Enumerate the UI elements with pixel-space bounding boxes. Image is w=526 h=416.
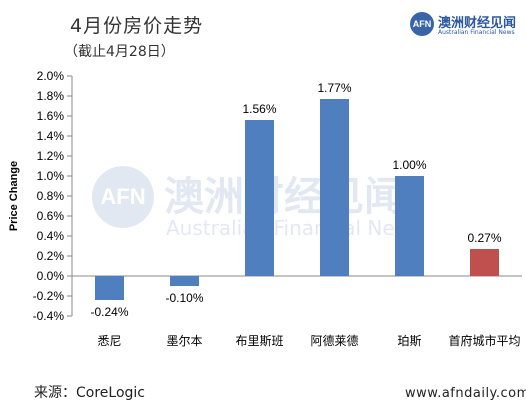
website-url: www.afndaily.com [405,386,526,401]
bar [245,120,274,276]
afn-logo-cn: 澳洲财经见闻 [438,16,517,31]
y-tick-label: 1.6% [37,109,65,123]
y-tick-label: -0.4% [33,309,65,323]
afn-logo-en: Australian Financial News [438,29,515,36]
y-tick-label: 0.0% [37,269,65,283]
category-label: 阿德莱德 [310,333,358,348]
bar [395,176,424,276]
y-axis-title: Price Change [8,161,20,231]
y-tick-label: 1.0% [37,169,65,183]
y-tick-label: 0.8% [37,189,65,203]
category-label: 布里斯班 [235,334,283,348]
data-label: 0.27% [467,231,501,245]
data-label: -0.10% [165,291,203,305]
category-label: 珀斯 [397,334,421,348]
y-tick-label: 0.6% [37,209,65,223]
category-label: 墨尔本 [166,333,202,348]
category-label: 首府城市平均 [448,333,520,348]
afn-logo-mark: AFN [410,12,434,36]
data-label: 1.56% [242,102,276,116]
bar [170,276,199,286]
y-tick-label: 1.8% [37,89,65,103]
bar [320,99,349,276]
y-tick-label: 1.2% [37,149,65,163]
data-label: 1.77% [317,81,351,95]
chart-subtitle: （截止4月28日） [64,44,175,60]
bar [95,276,124,300]
y-tick-label: 0.4% [37,229,65,243]
source-note: 来源：CoreLogic [34,385,145,401]
data-label: 1.00% [392,158,426,172]
category-label: 悉尼 [97,334,121,348]
bar [470,249,499,276]
afn-logo: AFN 澳洲财经见闻 Australian Financial News [410,12,524,40]
data-label: -0.24% [90,305,128,319]
y-tick-label: 2.0% [37,69,65,83]
y-tick-label: 1.4% [37,129,65,143]
y-tick-label: 0.2% [37,249,65,263]
y-tick-label: -0.2% [33,289,65,303]
chart-title: 4月份房价走势 [70,15,204,37]
